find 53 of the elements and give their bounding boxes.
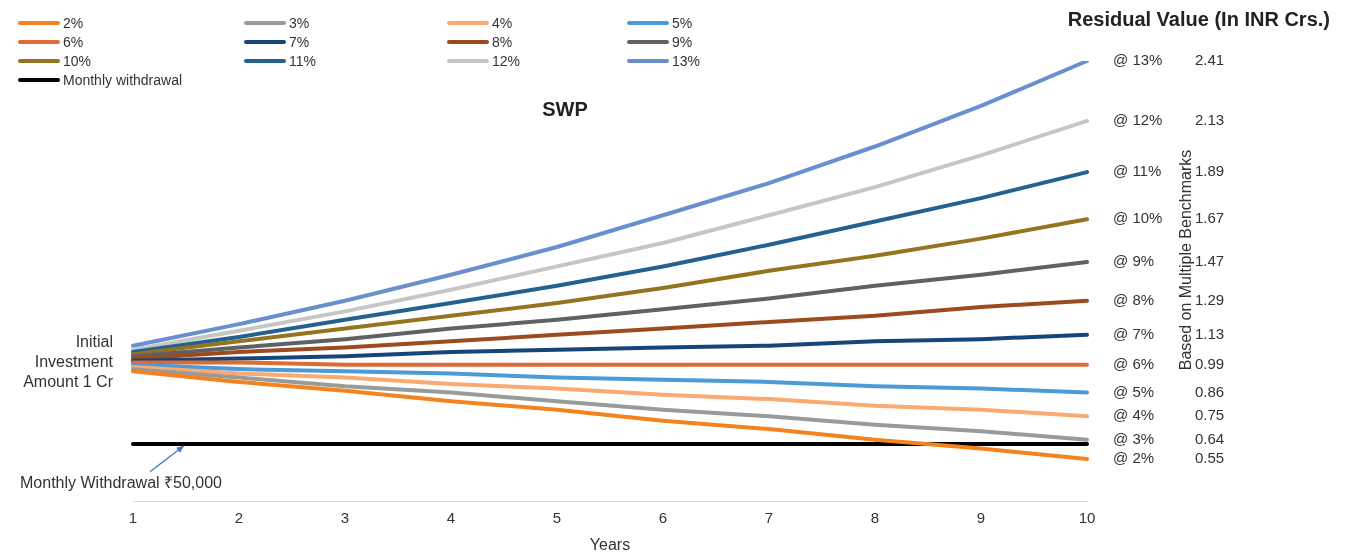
x-tick-label: 1 [128, 508, 138, 526]
legend-label: 5% [672, 14, 693, 31]
annotation: @ 11% [1113, 162, 1162, 180]
legend-label: 10% [63, 52, 92, 69]
legend-label: 6% [63, 33, 84, 50]
text: 0.75 [1195, 406, 1225, 424]
x-tick-label: 10 [1078, 508, 1096, 526]
text: Based on Multiple Benchmarks [1177, 149, 1195, 371]
text: 1.47 [1195, 252, 1225, 270]
x-tick-label: 7 [764, 508, 774, 526]
legend-label: 13% [672, 52, 701, 69]
x-tick-label: 3 [340, 508, 350, 526]
legend-label: 4% [492, 14, 513, 31]
x-tick-label: 4 [446, 508, 456, 526]
text: 2.41 [1195, 51, 1225, 69]
x-tick-label: 6 [658, 508, 668, 526]
annotation: @ 13% [1113, 51, 1163, 69]
text: Residual Value (In INR Crs.) [1067, 7, 1330, 30]
x-tick-label: 8 [870, 508, 880, 526]
text: 0.55 [1195, 449, 1225, 467]
legend-label: 8% [492, 33, 513, 50]
annotation: @ 9% [1113, 252, 1155, 270]
text: 0.99 [1195, 354, 1225, 372]
annotation: @ 7% [1113, 324, 1155, 342]
x-axis-title: Years [589, 535, 631, 553]
text: 1.89 [1195, 162, 1225, 180]
x-tick-label: 2 [234, 508, 244, 526]
annotation: @ 4% [1113, 406, 1155, 424]
legend-label: 9% [672, 33, 693, 50]
legend-label: 12% [492, 52, 521, 69]
annotation: @ 6% [1113, 354, 1155, 372]
text: 1.67 [1195, 209, 1225, 227]
annotation: @ 12% [1113, 111, 1163, 129]
text: SWP [542, 97, 588, 120]
legend-label: 7% [289, 33, 310, 50]
annotation: @ 3% [1113, 429, 1155, 447]
annotation: @ 8% [1113, 290, 1155, 308]
annotation: Monthly Withdrawal ₹50,000 [20, 474, 223, 492]
text: 1.29 [1195, 290, 1225, 308]
x-tick-label: 9 [976, 508, 986, 526]
x-tick-label: 5 [552, 508, 562, 526]
text: 1.13 [1195, 324, 1225, 342]
annotation: @ 2% [1113, 449, 1155, 467]
text: 0.64 [1195, 429, 1225, 447]
legend-label: 2% [63, 14, 84, 31]
legend-label: 11% [289, 52, 316, 69]
text: 2.13 [1195, 111, 1225, 129]
annotation: @ 5% [1113, 382, 1155, 400]
annotation: @ 10% [1113, 209, 1163, 227]
text: 0.86 [1195, 382, 1225, 400]
legend-label: Monthly withdrawal [63, 71, 183, 88]
legend-label: 3% [289, 14, 310, 31]
annotation: Initial Investment Amount 1 Cr [23, 332, 114, 390]
